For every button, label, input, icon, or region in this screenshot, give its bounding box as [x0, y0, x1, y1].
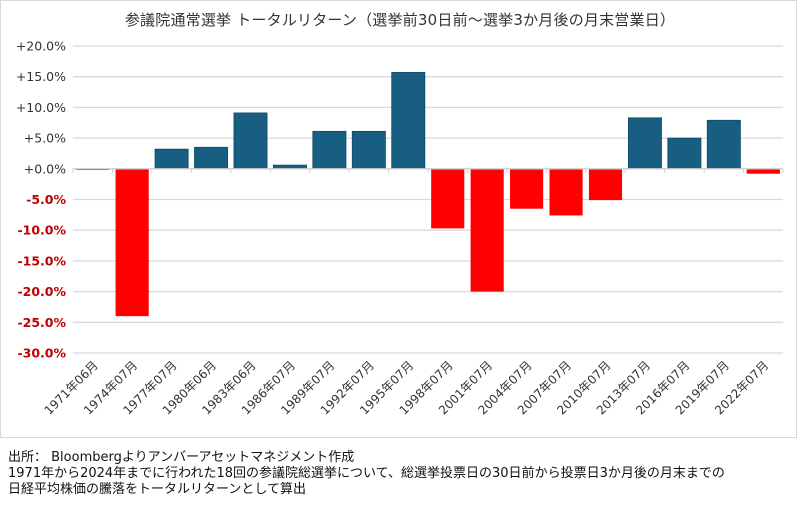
bar-2022年07月: [746, 168, 780, 174]
bar-1974年07月: [115, 168, 149, 317]
methodology-note-line-1: 1971年から2024年までに行われた18回の参議院総選挙について、総選挙投票日…: [8, 466, 725, 481]
bar-2016年07月: [667, 137, 702, 170]
bar-2010年07月: [588, 168, 623, 201]
bar-2007年07月: [549, 168, 583, 216]
y-tick-label: -15.0%: [17, 253, 66, 268]
y-tick-label: -5.0%: [26, 192, 66, 207]
bars: [76, 72, 780, 317]
y-tick-label: -20.0%: [17, 284, 66, 299]
bar-2019年07月: [706, 119, 741, 170]
y-tick-label: -30.0%: [17, 346, 66, 361]
bar-1980年06月: [194, 146, 229, 170]
y-axis-tick-labels: +20.0% +15.0% +10.0% +5.0% +0.0% -5.0% -10.0% -…: [16, 39, 67, 361]
bar-1989年07月: [312, 130, 347, 170]
y-tick-label: +10.0%: [16, 100, 66, 115]
y-tick-label: +5.0%: [24, 131, 66, 146]
bar-2001年07月: [470, 168, 504, 292]
y-tick-label: +20.0%: [16, 39, 66, 54]
y-tick-label: +15.0%: [16, 69, 66, 84]
y-tick-label: -25.0%: [17, 315, 66, 330]
bar-2013年07月: [627, 117, 662, 170]
methodology-note-line-2: 日経平均株価の騰落をトータルリターンとして算出: [8, 482, 306, 497]
chart-title: 参議院通常選挙 トータルリターン（選挙前30日前～選挙3か月後の月末営業日）: [124, 11, 676, 29]
bar-2004年07月: [510, 168, 544, 209]
y-tick-label: +0.0%: [24, 161, 66, 176]
chart-footer: 出所： Bloombergよりアンバーアセットマネジメント作成 1971年から2…: [8, 450, 725, 498]
source-note: 出所： Bloombergよりアンバーアセットマネジメント作成: [8, 450, 355, 465]
bar-1983年06月: [233, 112, 268, 170]
x-axis-tick-labels: 1971年06月1974年07月1977年07月1980年06月1983年06月…: [42, 358, 772, 417]
bar-1992年07月: [351, 130, 386, 170]
gridlines: [73, 45, 783, 354]
bar-1977年07月: [154, 148, 189, 170]
bar-1995年07月: [391, 72, 426, 170]
bar-chart: +20.0% +15.0% +10.0% +5.0% +0.0% -5.0% -10.0% -…: [16, 39, 784, 417]
x-axis: [72, 168, 784, 173]
bar-1998年07月: [431, 168, 465, 229]
y-tick-label: -10.0%: [17, 223, 66, 238]
